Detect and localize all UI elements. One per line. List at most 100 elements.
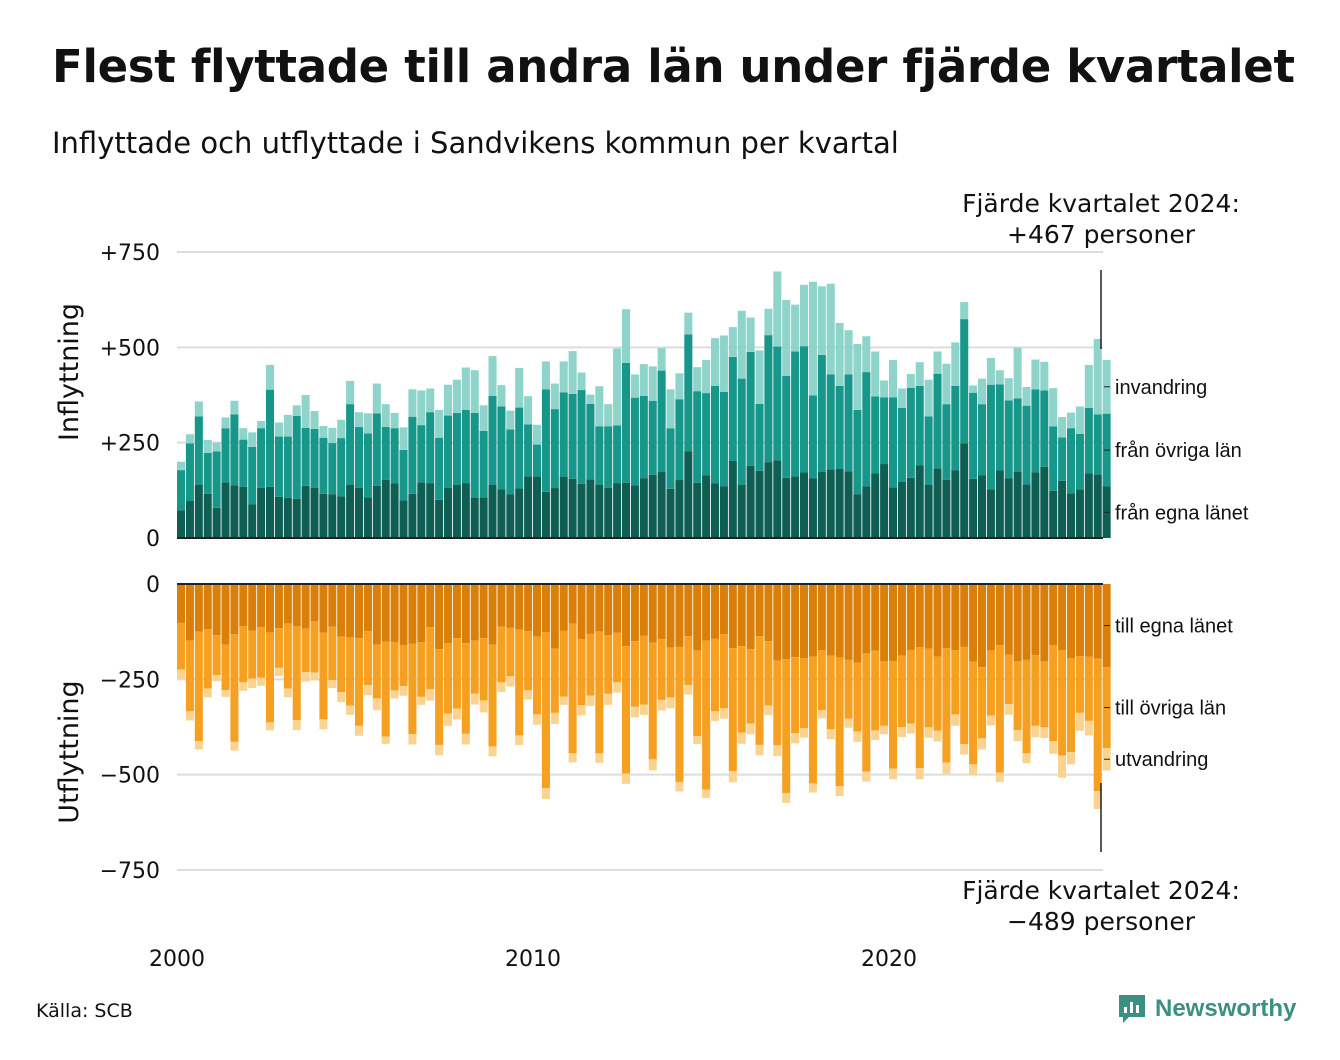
out-bar-1 bbox=[648, 642, 657, 760]
in-bar-2 bbox=[657, 348, 666, 371]
in-bar-2 bbox=[355, 412, 364, 428]
in-bar-2 bbox=[924, 379, 933, 417]
out-bar-2 bbox=[1084, 720, 1093, 736]
out-bar-0 bbox=[791, 584, 800, 658]
in-bar-0 bbox=[444, 487, 453, 538]
in-bar-0 bbox=[497, 489, 506, 538]
in-bar-2 bbox=[533, 424, 542, 445]
in-bar-1 bbox=[728, 356, 737, 461]
out-bar-0 bbox=[230, 584, 239, 635]
out-bar-0 bbox=[862, 584, 871, 654]
in-bar-2 bbox=[844, 330, 853, 375]
in-bar-1 bbox=[675, 399, 684, 481]
in-bar-0 bbox=[1022, 484, 1031, 538]
out-bar-2 bbox=[764, 705, 773, 716]
out-bar-2 bbox=[533, 714, 542, 725]
out-bar-1 bbox=[1067, 657, 1076, 753]
out-bar-0 bbox=[880, 584, 889, 662]
out-bar-2 bbox=[257, 677, 266, 686]
in-bar-0 bbox=[817, 471, 826, 538]
out-bar-2 bbox=[711, 711, 720, 721]
out-bar-1 bbox=[488, 644, 497, 747]
in-bar-1 bbox=[221, 428, 230, 483]
in-bar-0 bbox=[550, 488, 559, 538]
in-bar-1 bbox=[274, 436, 283, 497]
in-bar-1 bbox=[541, 389, 550, 492]
in-bar-0 bbox=[693, 482, 702, 538]
in-bar-0 bbox=[230, 485, 239, 538]
out-bar-1 bbox=[212, 635, 221, 676]
in-bar-1 bbox=[1040, 390, 1049, 467]
in-bar-0 bbox=[239, 486, 248, 538]
in-bar-0 bbox=[897, 481, 906, 538]
out-bar-2 bbox=[577, 705, 586, 716]
in-bar-2 bbox=[319, 425, 328, 438]
in-bar-1 bbox=[1058, 437, 1067, 481]
out-bar-0 bbox=[1049, 584, 1058, 646]
out-bar-1 bbox=[657, 639, 666, 700]
in-bar-1 bbox=[568, 393, 577, 479]
out-bar-2 bbox=[274, 667, 283, 676]
out-bar-2 bbox=[826, 729, 835, 740]
out-bar-0 bbox=[577, 584, 586, 640]
out-bar-2 bbox=[613, 682, 622, 693]
out-bar-2 bbox=[1004, 704, 1013, 715]
in-bar-1 bbox=[826, 374, 835, 470]
in-bar-2 bbox=[292, 405, 301, 416]
in-bar-1 bbox=[461, 409, 470, 484]
out-bar-0 bbox=[185, 584, 194, 641]
out-bar-2 bbox=[435, 744, 444, 756]
out-bar-0 bbox=[372, 584, 381, 645]
out-bar-2 bbox=[266, 722, 275, 731]
out-bar-2 bbox=[791, 733, 800, 744]
out-bar-0 bbox=[915, 584, 924, 648]
out-bar-0 bbox=[399, 584, 408, 646]
in-bar-1 bbox=[764, 335, 773, 463]
out-bar-1 bbox=[1093, 658, 1102, 792]
out-bar-2 bbox=[550, 712, 559, 724]
out-bar-2 bbox=[1075, 712, 1084, 731]
in-bar-2 bbox=[221, 417, 230, 429]
out-bar-2 bbox=[1093, 791, 1102, 809]
in-bar-0 bbox=[622, 482, 631, 538]
out-bar-1 bbox=[328, 626, 337, 681]
in-bar-0 bbox=[337, 496, 346, 538]
out-bar-2 bbox=[1058, 755, 1067, 778]
out-bar-1 bbox=[310, 621, 319, 673]
in-bar-1 bbox=[488, 395, 497, 485]
in-bar-0 bbox=[408, 493, 417, 538]
out-bar-1 bbox=[871, 650, 880, 731]
in-bar-0 bbox=[826, 469, 835, 538]
out-bar-2 bbox=[969, 764, 978, 776]
in-bar-2 bbox=[426, 388, 435, 413]
in-bar-1 bbox=[266, 389, 275, 487]
out-bar-1 bbox=[381, 641, 390, 737]
out-bar-0 bbox=[1067, 584, 1076, 658]
out-bar-1 bbox=[479, 638, 488, 701]
in-bar-0 bbox=[960, 443, 969, 538]
out-bar-2 bbox=[408, 734, 417, 745]
out-bar-1 bbox=[719, 634, 728, 709]
out-series-label: till övriga län bbox=[1115, 698, 1226, 720]
in-bar-2 bbox=[577, 372, 586, 391]
out-bar-2 bbox=[924, 727, 933, 738]
in-bar-1 bbox=[604, 426, 613, 488]
out-bar-0 bbox=[221, 584, 230, 645]
out-bar-0 bbox=[897, 584, 906, 656]
in-bar-1 bbox=[969, 392, 978, 479]
in-bar-2 bbox=[782, 300, 791, 376]
out-bar-0 bbox=[604, 584, 613, 636]
out-bar-1 bbox=[702, 640, 711, 790]
brand-logo[interactable]: Newsworthy bbox=[1117, 993, 1296, 1025]
out-bar-2 bbox=[426, 689, 435, 701]
out-bar-2 bbox=[194, 741, 203, 750]
out-bar-1 bbox=[319, 632, 328, 720]
in-bar-2 bbox=[185, 434, 194, 444]
out-bar-0 bbox=[1004, 584, 1013, 655]
out-bar-1 bbox=[1049, 645, 1058, 742]
out-bar-0 bbox=[693, 584, 702, 651]
in-bar-2 bbox=[764, 308, 773, 336]
in-bar-2 bbox=[524, 396, 533, 425]
out-bar-2 bbox=[515, 735, 524, 745]
out-bar-1 bbox=[497, 626, 506, 683]
